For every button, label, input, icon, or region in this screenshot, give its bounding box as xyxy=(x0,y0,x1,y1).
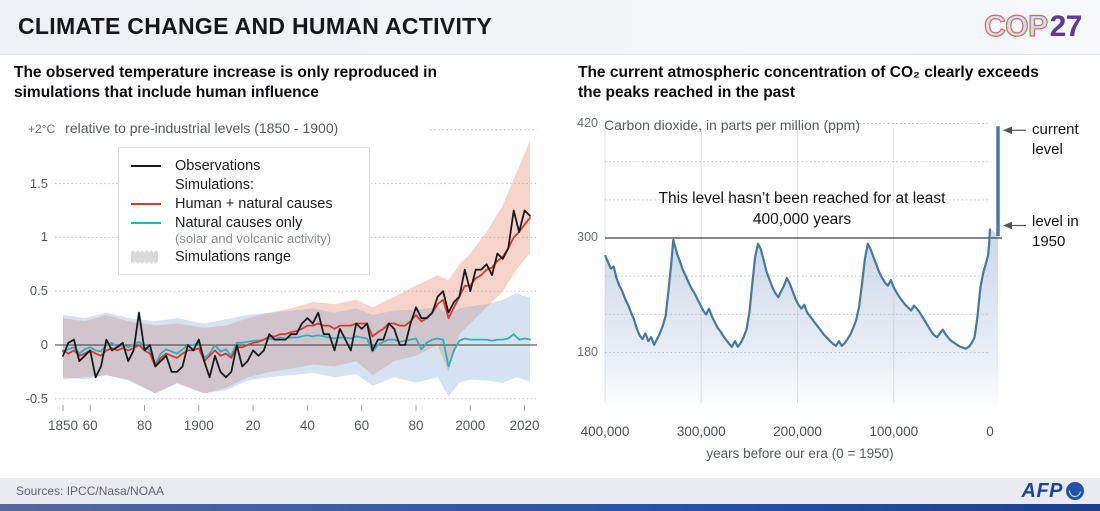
co2-annotation-line2: 400,000 years xyxy=(752,211,852,229)
temp-x-tick-label: 20 xyxy=(245,418,261,433)
temp-x-tick-label: 2000 xyxy=(455,418,486,433)
legend-simulations-header: Simulations: xyxy=(175,177,254,193)
temp-y-tick-label: -0.5 xyxy=(25,390,48,406)
temp-axis-unit: +2°C xyxy=(28,122,56,136)
observations-line-swatch xyxy=(131,165,161,167)
level-1950-label: level in 1950 xyxy=(1032,213,1079,250)
co2-y-tick-label: 180 xyxy=(577,344,598,359)
temp-x-tick-label: 2020 xyxy=(509,418,540,433)
co2-x-tick-label: 100,000 xyxy=(869,424,919,439)
temp-x-tick-label: 60 xyxy=(354,418,370,433)
legend-observations: Observations xyxy=(175,158,261,174)
temp-x-tick-label: 1850 xyxy=(47,418,79,433)
co2-x-axis-label: years before our era (0 = 1950) xyxy=(706,446,894,461)
current-level-arrow xyxy=(1003,126,1026,135)
legend-human-natural: Human + natural causes xyxy=(175,196,333,212)
temp-y-tick-label: 0 xyxy=(40,337,48,352)
temp-x-tick-label: 80 xyxy=(136,418,152,433)
afp-globe-icon xyxy=(1066,482,1084,500)
co2-x-tick-label: 300,000 xyxy=(676,424,726,439)
header: CLIMATE CHANGE AND HUMAN ACTIVITY COP27 xyxy=(0,0,1100,55)
natural-only-line-swatch xyxy=(131,222,161,224)
co2-annotation-line1: This level hasn’t been reached for at le… xyxy=(658,190,946,207)
temp-chart-subtitle: The observed temperature increase is onl… xyxy=(14,64,437,101)
bottom-accent-bar xyxy=(0,504,1100,511)
co2-y-tick-label: 420 xyxy=(577,115,598,130)
legend-simulations-range: Simulations range xyxy=(175,249,292,265)
afp-logo: AFP xyxy=(1021,479,1084,503)
cop27-logo: COP27 xyxy=(984,9,1083,44)
cop27-logo-27: 27 xyxy=(1049,10,1083,43)
temp-axis-note: +2°C relative to pre-industrial levels (… xyxy=(28,120,338,136)
cop27-logo-cop: COP xyxy=(984,9,1049,43)
level-1950-arrow xyxy=(1003,221,1026,230)
co2-axis-title: Carbon dioxide, in parts per million (pp… xyxy=(604,117,860,133)
human-natural-line-swatch xyxy=(131,203,161,205)
temp-y-tick-label: 0.5 xyxy=(29,283,48,299)
temp-y-tick-label: 1 xyxy=(40,229,48,245)
temp-x-tick-label: 60 xyxy=(82,418,98,433)
co2-x-tick-label: 0 xyxy=(986,424,994,439)
legend-natural-only-sub: (solar and volcanic activity) xyxy=(175,231,332,246)
temp-chart-legend: Observations Simulations: Human + natura… xyxy=(118,147,370,275)
temp-x-tick-label: 80 xyxy=(408,418,424,433)
temp-x-tick-label: 1900 xyxy=(183,418,214,433)
current-level-label: current level xyxy=(1032,121,1079,158)
footer: Sources: IPCC/Nasa/NOAA AFP xyxy=(0,478,1100,504)
temp-x-tick-label: 40 xyxy=(299,418,315,433)
simulations-range-swatch xyxy=(131,250,158,264)
legend-natural-only: Natural causes only xyxy=(175,215,303,231)
co2-x-tick-label: 200,000 xyxy=(773,424,822,439)
co2-annotation: This level hasn’t been reached for at le… xyxy=(622,188,982,231)
co2-chart-subtitle: The current atmospheric concentration of… xyxy=(578,64,1039,101)
temp-y-tick-label: 1.5 xyxy=(29,175,48,191)
page-title: CLIMATE CHANGE AND HUMAN ACTIVITY xyxy=(18,13,493,39)
sources-text: Sources: IPCC/Nasa/NOAA xyxy=(16,484,165,498)
co2-x-tick-label: 400,000 xyxy=(580,424,630,439)
temp-axis-note-text: relative to pre-industrial levels (1850 … xyxy=(65,120,339,136)
afp-logo-text: AFP xyxy=(1021,480,1063,502)
co2-y-tick-label: 300 xyxy=(577,230,598,244)
